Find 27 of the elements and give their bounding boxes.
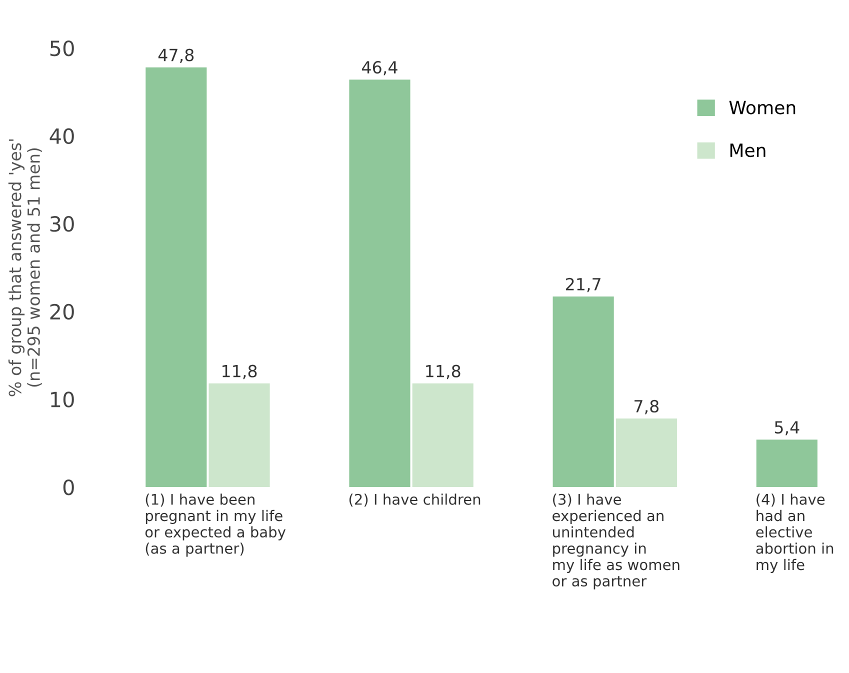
x-tick-label: (2) I have children — [349, 494, 480, 507]
x-tick-label: (4) I have had an elective abortion in my life — [756, 494, 834, 574]
legend-label: Men — [730, 144, 766, 158]
data-label: 46,4 — [362, 60, 398, 76]
bar — [349, 80, 410, 487]
x-tick-label: (1) I have been pregnant in my life or expected a baby (as a partner) — [145, 494, 286, 557]
bar — [756, 440, 818, 487]
y-tick-label: 20 — [50, 304, 74, 320]
data-label: 21,7 — [566, 278, 600, 292]
bar — [412, 383, 474, 487]
legend-label: Women — [729, 100, 796, 114]
data-label: 11,8 — [426, 364, 460, 380]
y-tick-label: 30 — [50, 216, 74, 232]
y-tick-label: 40 — [50, 128, 74, 144]
y-axis-title: % of group that answered 'yes' (n=295 women and 51 men) — [8, 139, 42, 396]
bar — [616, 418, 677, 487]
data-label: 11,8 — [222, 364, 257, 380]
bar — [552, 296, 614, 487]
bar — [146, 67, 207, 487]
y-tick-label: 10 — [51, 392, 74, 408]
bar — [208, 383, 270, 487]
data-label: 7,8 — [634, 400, 659, 414]
y-tick-label: 0 — [63, 479, 74, 496]
y-tick-label: 50 — [50, 40, 74, 56]
data-label: 47,8 — [158, 48, 194, 64]
x-tick-label: (3) I have experienced an unintended pregnancy in my life as women or as partner — [552, 494, 680, 590]
data-label: 5,4 — [774, 421, 800, 436]
